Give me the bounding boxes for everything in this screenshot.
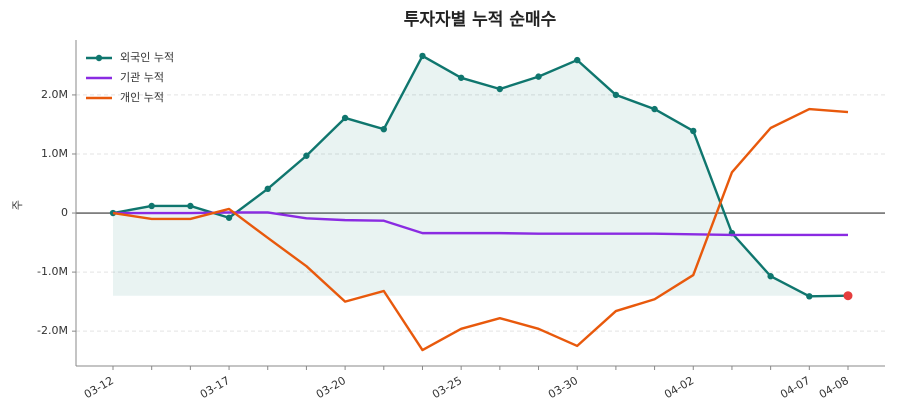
legend-marker (95, 54, 103, 62)
point (264, 185, 271, 193)
point (574, 56, 581, 64)
point (612, 91, 620, 99)
area (113, 55, 848, 297)
point (496, 85, 504, 93)
point (767, 273, 774, 280)
point (187, 202, 194, 210)
point (148, 202, 155, 210)
x-tick-label: 03-30 (546, 374, 580, 401)
legend-label: 기관 누적 (120, 71, 164, 84)
x-tick-label: 04-07 (778, 374, 812, 401)
y-tick-label: 0 (61, 206, 68, 219)
point (690, 127, 697, 135)
x-tick-label: 04-02 (662, 374, 696, 401)
point (651, 105, 658, 113)
point (303, 152, 310, 159)
x-tick-label: 03-12 (82, 374, 116, 401)
y-tick-label: 2.0M (41, 88, 68, 101)
point (419, 52, 426, 60)
y-tick-label: -2.0M (37, 324, 68, 337)
point (535, 73, 542, 80)
x-tick-label: 03-20 (314, 374, 348, 401)
point (457, 74, 465, 81)
point (341, 114, 349, 122)
chart-title: 투자자별 누적 순매수 (404, 10, 557, 30)
point (380, 125, 387, 133)
x-tick-label: 03-25 (430, 374, 464, 401)
x-tick-label: 04-08 (817, 374, 851, 401)
point (225, 214, 233, 221)
y-tick-label: 1.0M (41, 147, 68, 160)
point (843, 291, 853, 301)
legend-label: 개인 누적 (120, 91, 164, 104)
point (806, 293, 813, 300)
y-axis-label: 주 (11, 200, 24, 210)
x-tick-label: 03-17 (198, 374, 232, 401)
y-tick-label: -1.0M (37, 265, 68, 278)
legend-label: 외국인 누적 (120, 51, 174, 64)
line (112, 107, 849, 352)
